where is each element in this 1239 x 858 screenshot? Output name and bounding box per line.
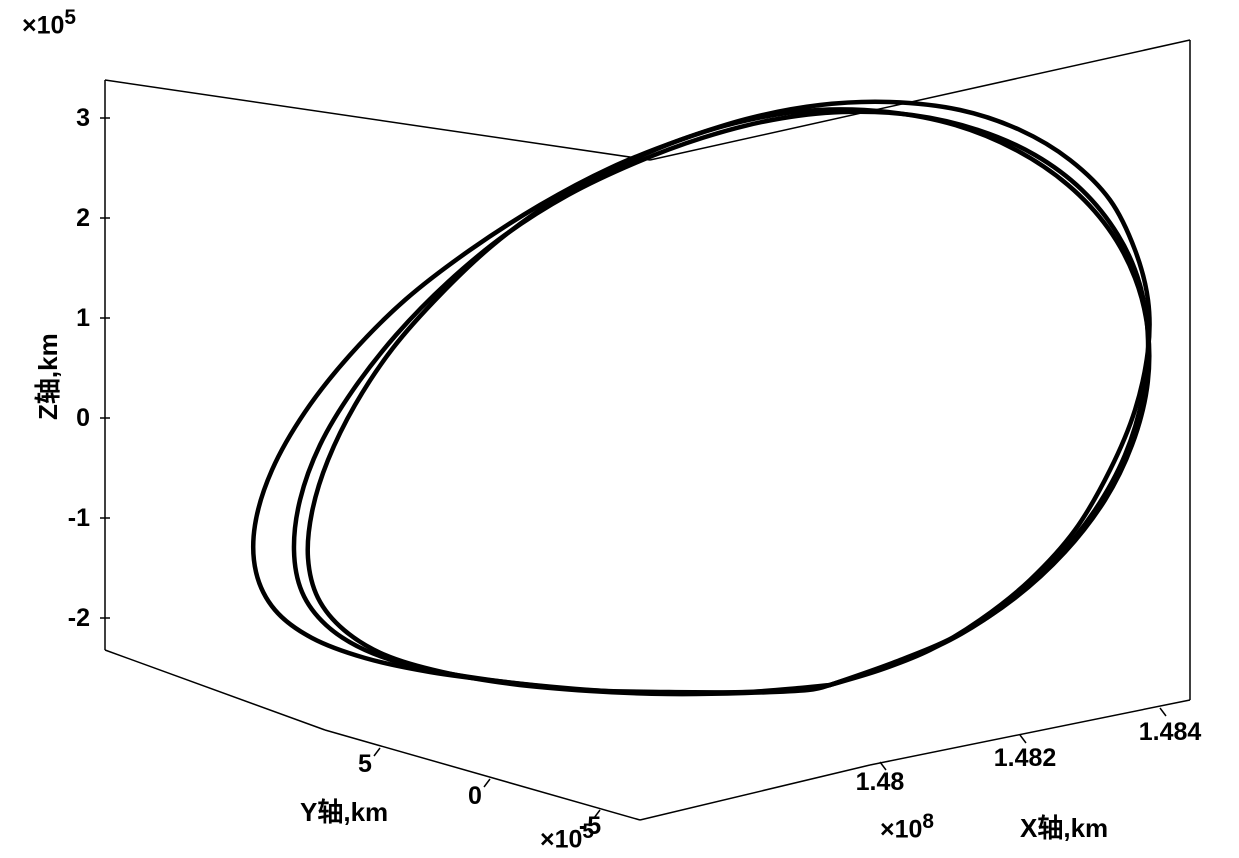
y-tick-0: 5	[350, 750, 380, 779]
plot3d-container: { "chart": { "type": "3d-line", "backgro…	[0, 0, 1239, 858]
z-tick-2: 1	[60, 304, 90, 333]
x-axis-label: X轴,km	[1020, 808, 1108, 845]
x-tick-2: 1.484	[1130, 718, 1210, 747]
z-axis-label: Z轴,km	[28, 333, 65, 420]
y-tick-1: 0	[460, 782, 490, 811]
y-axis-label: Y轴,km	[300, 792, 388, 829]
orbit-loop-3	[308, 109, 1150, 694]
y-exponent: ×105	[540, 820, 594, 854]
z-exponent: ×105	[22, 6, 76, 40]
z-tick-5: -2	[50, 604, 90, 633]
z-tick-1: 2	[60, 204, 90, 233]
orbit-loop-1	[253, 102, 1149, 693]
x-exponent: ×108	[880, 810, 934, 844]
x-tick-0: 1.48	[845, 768, 915, 797]
orbit-loop-2	[294, 112, 1148, 694]
z-tick-0: 3	[60, 104, 90, 133]
orbit-curves	[253, 102, 1149, 694]
z-tick-4: -1	[50, 504, 90, 533]
plot3d-svg	[0, 0, 1239, 858]
x-tick-1: 1.482	[985, 744, 1065, 773]
